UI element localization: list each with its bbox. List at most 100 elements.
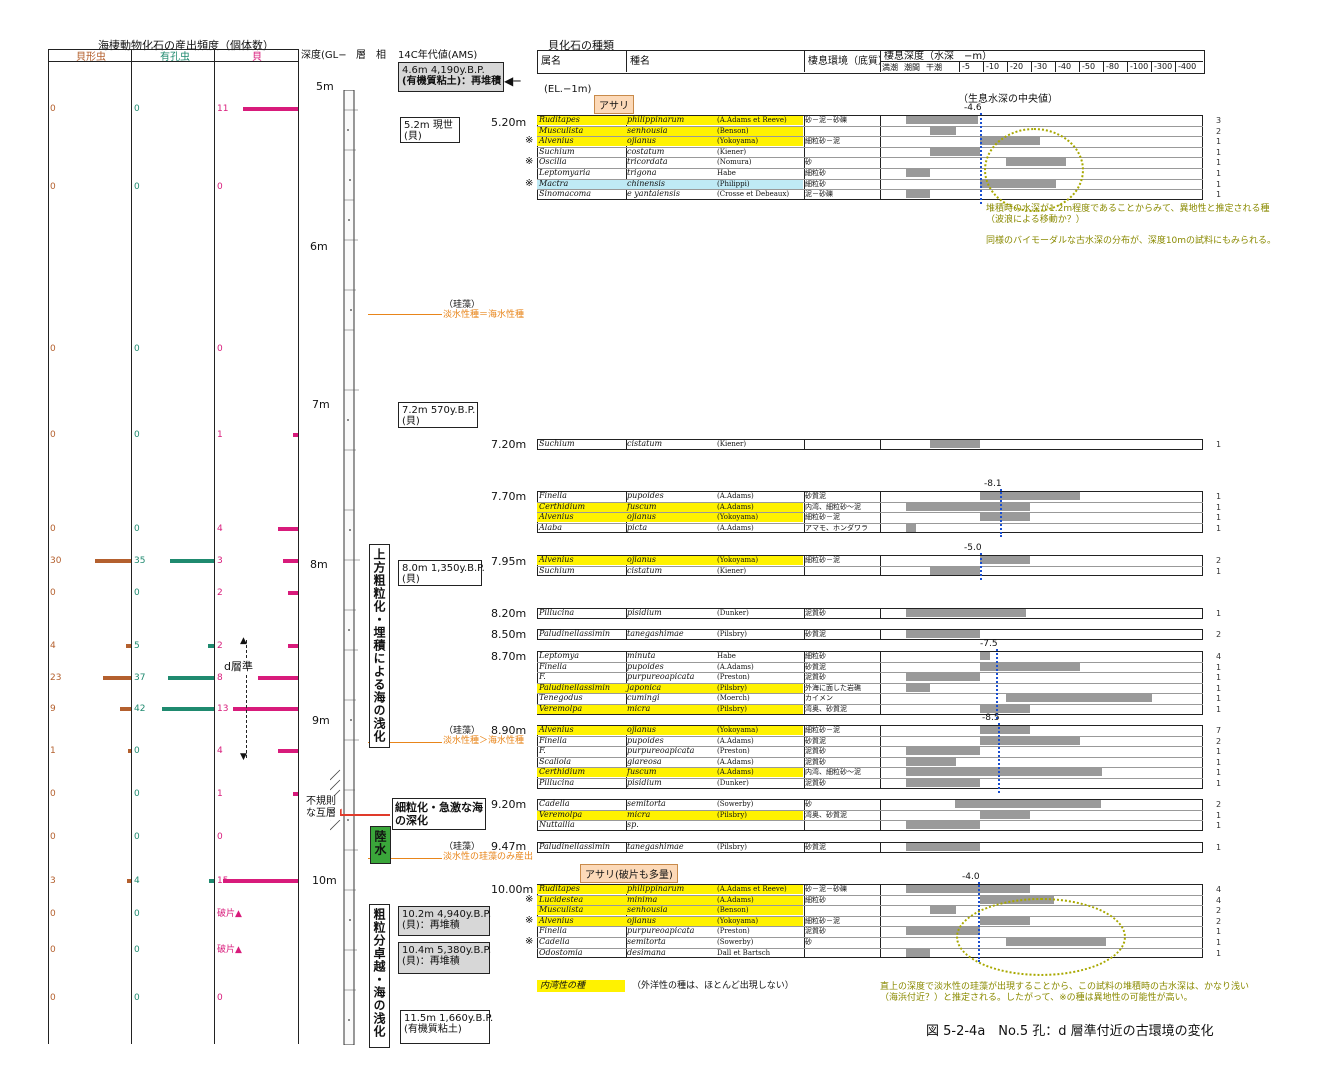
species-row-rule bbox=[537, 146, 1203, 148]
ostracod-count: 0 bbox=[50, 945, 56, 955]
specimen-count: 3 bbox=[1216, 116, 1222, 125]
species-row-rule bbox=[537, 905, 1203, 907]
species-author: (A.Adams) bbox=[717, 662, 754, 671]
genus-name: Finella bbox=[539, 735, 567, 745]
depth-range-bar bbox=[906, 757, 956, 766]
depth-range-bar bbox=[906, 779, 980, 787]
species-author: (Dunker) bbox=[717, 779, 749, 787]
mollusc-count: 4 bbox=[217, 524, 223, 534]
highlight-band bbox=[537, 179, 803, 189]
up-arrow-icon: ▲ bbox=[240, 636, 247, 646]
species-author: (Pilsbry) bbox=[717, 843, 748, 851]
median-depth-line bbox=[1000, 489, 1002, 538]
species-author: (A.Adams) bbox=[717, 492, 754, 500]
mollusc-bar bbox=[278, 749, 298, 753]
genus-name: F. bbox=[539, 746, 546, 756]
depth-range-bar bbox=[1006, 694, 1152, 703]
species-author: (Yokoyama) bbox=[717, 137, 759, 146]
interp-upper: 上方粗粒化・埋積による海の浅化 bbox=[369, 544, 390, 748]
highlight-band bbox=[537, 502, 803, 512]
species-epithet: tanegashimae bbox=[627, 629, 684, 638]
age-box-7-2m: 7.2m 570y.B.P. (貝) bbox=[398, 402, 478, 428]
species-author: (A.Adams) bbox=[717, 502, 754, 511]
depth-range-bar bbox=[980, 662, 1080, 671]
species-row-rule bbox=[537, 704, 1203, 705]
foraminifera-bar bbox=[207, 644, 214, 648]
genus-name: Nuttallia bbox=[539, 820, 575, 830]
species-group-box bbox=[537, 629, 1203, 640]
genus-name: Suchium bbox=[539, 439, 575, 448]
diatom-note-3-title: （珪藻） bbox=[444, 842, 481, 852]
species-row-rule bbox=[537, 512, 1203, 514]
species-author: (A.Adams) bbox=[717, 895, 754, 904]
species-author: (Pilsbry) bbox=[717, 683, 748, 692]
legend-swatch-label: 内湾性の種 bbox=[540, 981, 586, 991]
species-row: Mactra chinensis (Philippi) 細粒砂 bbox=[537, 179, 1203, 189]
mollusc-bar bbox=[223, 879, 298, 883]
depth-range-bar bbox=[980, 736, 1080, 745]
col-line-1 bbox=[48, 49, 49, 1044]
tidal-zone-label: 満潮 bbox=[882, 63, 898, 72]
genus-name: Paludinellassimin bbox=[539, 629, 611, 638]
mollusc-count: 15 bbox=[217, 876, 228, 886]
foraminifera-count: 5 bbox=[134, 641, 140, 651]
highlight-band bbox=[537, 768, 803, 778]
legend-swatch bbox=[537, 980, 625, 992]
species-row: Ruditapes philippinarum (A.Adams et Reeve)… bbox=[537, 884, 1203, 894]
el-label: (EL.−1m) bbox=[544, 84, 592, 95]
species-row-rule bbox=[537, 926, 1203, 928]
depth-range-bar bbox=[906, 885, 1030, 893]
species-row-rule bbox=[537, 189, 1203, 191]
species-epithet: purpureoapicata bbox=[627, 672, 695, 682]
genus-name: Alaba bbox=[539, 522, 562, 532]
species-author: (Yokoyama) bbox=[717, 513, 759, 522]
species-row-rule bbox=[537, 682, 1203, 684]
foraminifera-bar bbox=[209, 879, 214, 883]
specimen-count: 1 bbox=[1216, 705, 1222, 714]
mollusc-count: 2 bbox=[217, 588, 223, 598]
bimodal-ellipse-upper bbox=[984, 128, 1084, 212]
foraminifera-count: 0 bbox=[134, 430, 140, 440]
habitat: カイメン bbox=[805, 694, 833, 703]
depth-range-bar bbox=[906, 768, 1102, 777]
species-row: Finella purpureoapicata (Preston) 泥質砂 bbox=[537, 926, 1203, 936]
species-epithet: fuscum bbox=[627, 767, 657, 777]
species-row: Musculista senhousia (Benson) bbox=[537, 126, 1203, 136]
genus-name: Suchium bbox=[539, 146, 575, 156]
mollusc-count: 13 bbox=[217, 704, 229, 714]
species-group-divider bbox=[804, 799, 805, 831]
depth-range-bar bbox=[980, 726, 1030, 734]
ostracod-count: 0 bbox=[50, 993, 56, 1003]
depth-tick: -10 bbox=[986, 62, 1000, 71]
species-author: (Pilsbry) bbox=[717, 630, 748, 638]
specimen-count: 1 bbox=[1216, 190, 1222, 200]
habitat: 砂質泥 bbox=[805, 736, 826, 745]
habitat: 細粒砂－泥 bbox=[805, 916, 840, 925]
species-row-rule bbox=[537, 937, 1203, 938]
species-epithet: ojianus bbox=[627, 555, 657, 564]
depth-range-bar bbox=[930, 566, 980, 575]
genus-name: Leptomya bbox=[539, 651, 580, 660]
foraminifera-count: 0 bbox=[134, 104, 140, 114]
species-row: Lucidestea minima (A.Adams) 細粒砂 bbox=[537, 895, 1203, 905]
mollusc-count: 1 bbox=[217, 430, 223, 440]
foraminifera-count: 0 bbox=[134, 993, 140, 1003]
specimen-count: 2 bbox=[1216, 556, 1222, 565]
genus-name: Mactra bbox=[539, 178, 569, 188]
mollusc-bar bbox=[293, 792, 298, 796]
red-arrow-line bbox=[340, 814, 390, 816]
species-row: Tenegodus cumingi (Moerch) カイメン bbox=[537, 693, 1203, 703]
highlight-band bbox=[537, 513, 803, 523]
depth-tick-rule bbox=[1031, 61, 1032, 72]
allochthonous-mark: ※ bbox=[525, 135, 534, 147]
specimen-count: 1 bbox=[1216, 440, 1222, 449]
species-author: (A.Adams et Reeve) bbox=[717, 116, 787, 124]
genus-name: Musculista bbox=[539, 905, 584, 915]
specimen-count: 1 bbox=[1216, 779, 1222, 788]
genus-name: Ruditapes bbox=[539, 884, 580, 893]
diatom-note-2: 淡水性種＞海水性種 bbox=[443, 736, 525, 746]
depth-tick-rule bbox=[1175, 61, 1176, 72]
species-author: (Dunker) bbox=[717, 609, 749, 617]
species-author: (Sowerby) bbox=[717, 938, 754, 946]
highlight-band bbox=[537, 885, 803, 894]
